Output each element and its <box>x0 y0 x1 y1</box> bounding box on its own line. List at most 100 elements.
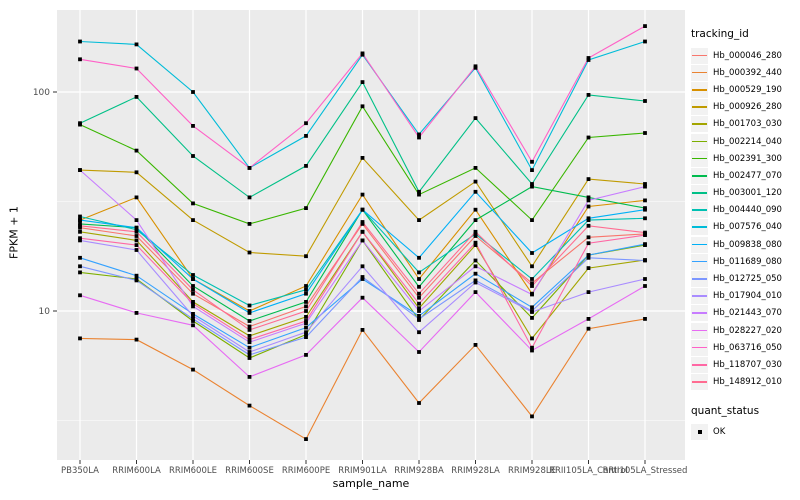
data-point <box>360 229 365 234</box>
data-point <box>360 328 365 332</box>
legend-key-swatch <box>691 81 708 98</box>
data-point <box>191 201 195 206</box>
legend-item: Hb_000926_280 <box>691 99 799 116</box>
legend-item-label: Hb_002391_300 <box>713 153 782 164</box>
legend-item: OK <box>691 424 799 441</box>
legend-item-label: Hb_021443_070 <box>713 308 782 319</box>
data-point <box>530 305 534 310</box>
legend-key-point <box>697 430 702 435</box>
y-tick-label: 100 <box>33 88 50 98</box>
data-point <box>247 334 252 338</box>
legend-item-label: Hb_001703_030 <box>713 119 782 130</box>
data-point <box>304 300 308 304</box>
data-point <box>191 319 195 323</box>
data-point <box>304 325 308 330</box>
legend-item-label: Hb_004440_090 <box>713 205 782 216</box>
legend-item: Hb_007576_040 <box>691 219 799 236</box>
data-point <box>417 350 421 354</box>
legend-key-line <box>692 312 707 314</box>
legend-item: Hb_002214_040 <box>691 133 799 150</box>
data-point <box>191 301 195 306</box>
series-points-Hb_028227_020 <box>78 284 647 379</box>
legend-item: Hb_063716_050 <box>691 339 799 356</box>
legend-item: Hb_009838_080 <box>691 236 799 253</box>
data-point <box>417 135 421 140</box>
data-point <box>643 242 647 246</box>
data-point <box>134 311 139 315</box>
data-point <box>360 295 365 300</box>
series-points-Hb_003001_120 <box>78 80 647 200</box>
legend-item-label: Hb_002477_070 <box>713 170 782 181</box>
data-point <box>247 311 252 315</box>
data-point <box>134 66 139 71</box>
data-point <box>473 343 478 347</box>
data-point <box>78 270 82 275</box>
data-point <box>473 229 478 234</box>
data-point <box>360 51 365 56</box>
data-point <box>247 345 252 350</box>
y-tick-label: 10 <box>39 307 51 317</box>
data-point <box>473 271 478 276</box>
data-point <box>191 284 195 288</box>
data-point <box>78 214 82 219</box>
data-point <box>417 277 421 281</box>
legend-key-swatch <box>691 47 708 64</box>
series-points-Hb_000926_280 <box>78 156 647 269</box>
data-point <box>586 198 591 203</box>
data-point <box>473 290 478 294</box>
legend-item: Hb_017904_010 <box>691 288 799 305</box>
data-point <box>643 230 647 235</box>
legend-key-swatch <box>691 424 708 441</box>
x-tick-label: RRIM928BA <box>394 466 444 476</box>
data-point <box>417 301 421 306</box>
legend-item-label: Hb_017904_010 <box>713 291 782 302</box>
legend-key-line <box>692 157 707 160</box>
legend-key-line <box>692 363 707 366</box>
data-point <box>643 216 647 221</box>
data-point <box>417 291 421 296</box>
legend-key-line <box>692 346 707 349</box>
data-point <box>530 277 534 281</box>
x-tick-label: RRII105LA_Control <box>549 466 628 476</box>
data-point <box>191 287 195 292</box>
data-point <box>417 306 421 311</box>
data-point <box>304 353 308 357</box>
data-point <box>360 238 365 243</box>
data-point <box>247 303 252 308</box>
legend-item: Hb_028227_020 <box>691 322 799 339</box>
data-point <box>643 39 647 44</box>
data-point <box>247 350 252 354</box>
data-point <box>247 166 252 170</box>
data-point <box>304 287 308 292</box>
data-point <box>78 225 82 230</box>
legend-item-label: Hb_000046_280 <box>713 50 782 61</box>
x-tick-label: RRIM928LA <box>451 466 500 476</box>
data-point <box>360 277 365 281</box>
data-point <box>78 236 82 241</box>
data-point <box>78 121 82 126</box>
data-point <box>473 179 478 184</box>
data-point <box>304 309 308 313</box>
data-point <box>417 132 421 137</box>
data-point <box>191 367 195 372</box>
legend-key-line <box>692 54 707 57</box>
data-point <box>586 204 591 209</box>
data-point <box>586 93 591 97</box>
legend-key-swatch <box>691 374 708 391</box>
data-point <box>304 291 308 296</box>
legend-key-line <box>692 209 707 211</box>
data-point <box>417 317 421 321</box>
data-point <box>586 135 591 140</box>
x-tick-label: PB350LA <box>61 466 99 476</box>
data-point <box>247 356 252 360</box>
data-point <box>360 264 365 269</box>
data-point <box>530 251 534 255</box>
data-point <box>530 159 534 164</box>
data-point <box>473 189 478 194</box>
y-axis-title: FPKM + 1 <box>7 206 21 259</box>
data-point <box>304 206 308 210</box>
data-point <box>473 116 478 120</box>
data-point <box>473 166 478 170</box>
data-point <box>530 310 534 314</box>
legend-key-swatch <box>691 305 708 322</box>
